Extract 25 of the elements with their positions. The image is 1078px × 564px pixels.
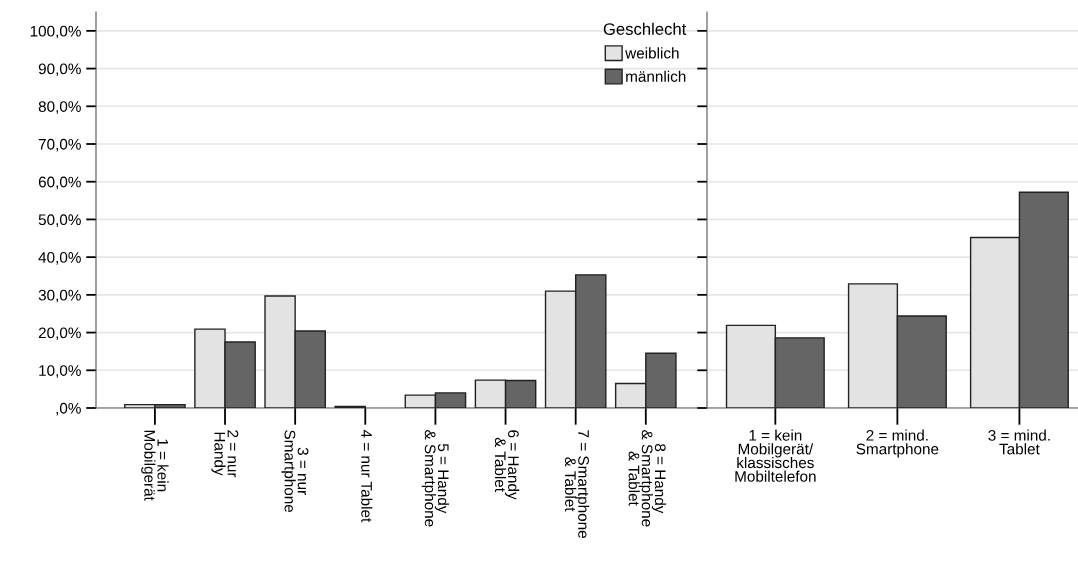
x-tick-label: 8 = Handy & Smartphone & Tablet — [628, 430, 667, 527]
x-tick-label: 3 = mind. Tablet — [988, 429, 1050, 455]
y-tick-label: 70,0% — [38, 138, 81, 152]
y-tick-label: ,0% — [56, 402, 81, 416]
legend-label: weiblich — [625, 47, 679, 59]
legend-title: Geschlecht — [603, 22, 687, 35]
legend-label: männlich — [626, 70, 686, 82]
y-tick-label: 40,0% — [38, 252, 81, 265]
y-tick-label: 90,0% — [38, 63, 81, 77]
x-tick-label: 5 = Handy & Smartphone — [421, 430, 450, 527]
x-tick-label: 1 = kein Mobilgerät/ klassisches Mobiltelefon — [735, 429, 816, 482]
y-tick-label: 10,0% — [39, 365, 81, 378]
y-tick-label: 60,0% — [38, 176, 81, 190]
y-tick-label: 20,0% — [38, 327, 81, 341]
x-tick-label: 7 = Smartphone & Tablet — [565, 430, 590, 538]
x-tick-label: 2 = nur Handy — [211, 430, 239, 478]
y-tick-label: 80,0% — [38, 101, 81, 114]
x-tick-label: 4 = nur Tablet — [361, 429, 373, 523]
x-tick-label: 3 = nur Smartphone — [281, 430, 309, 513]
y-tick-label: 100,0% — [30, 25, 81, 39]
y-tick-label: 30,0% — [38, 289, 81, 303]
x-tick-label: 6 = Handy & Tablet — [494, 430, 520, 500]
x-tick-label: 1 = kein Mobilgerät — [141, 430, 169, 501]
x-tick-label: 2 = mind. Smartphone — [856, 429, 939, 458]
y-tick-label: 50,0% — [38, 214, 81, 227]
